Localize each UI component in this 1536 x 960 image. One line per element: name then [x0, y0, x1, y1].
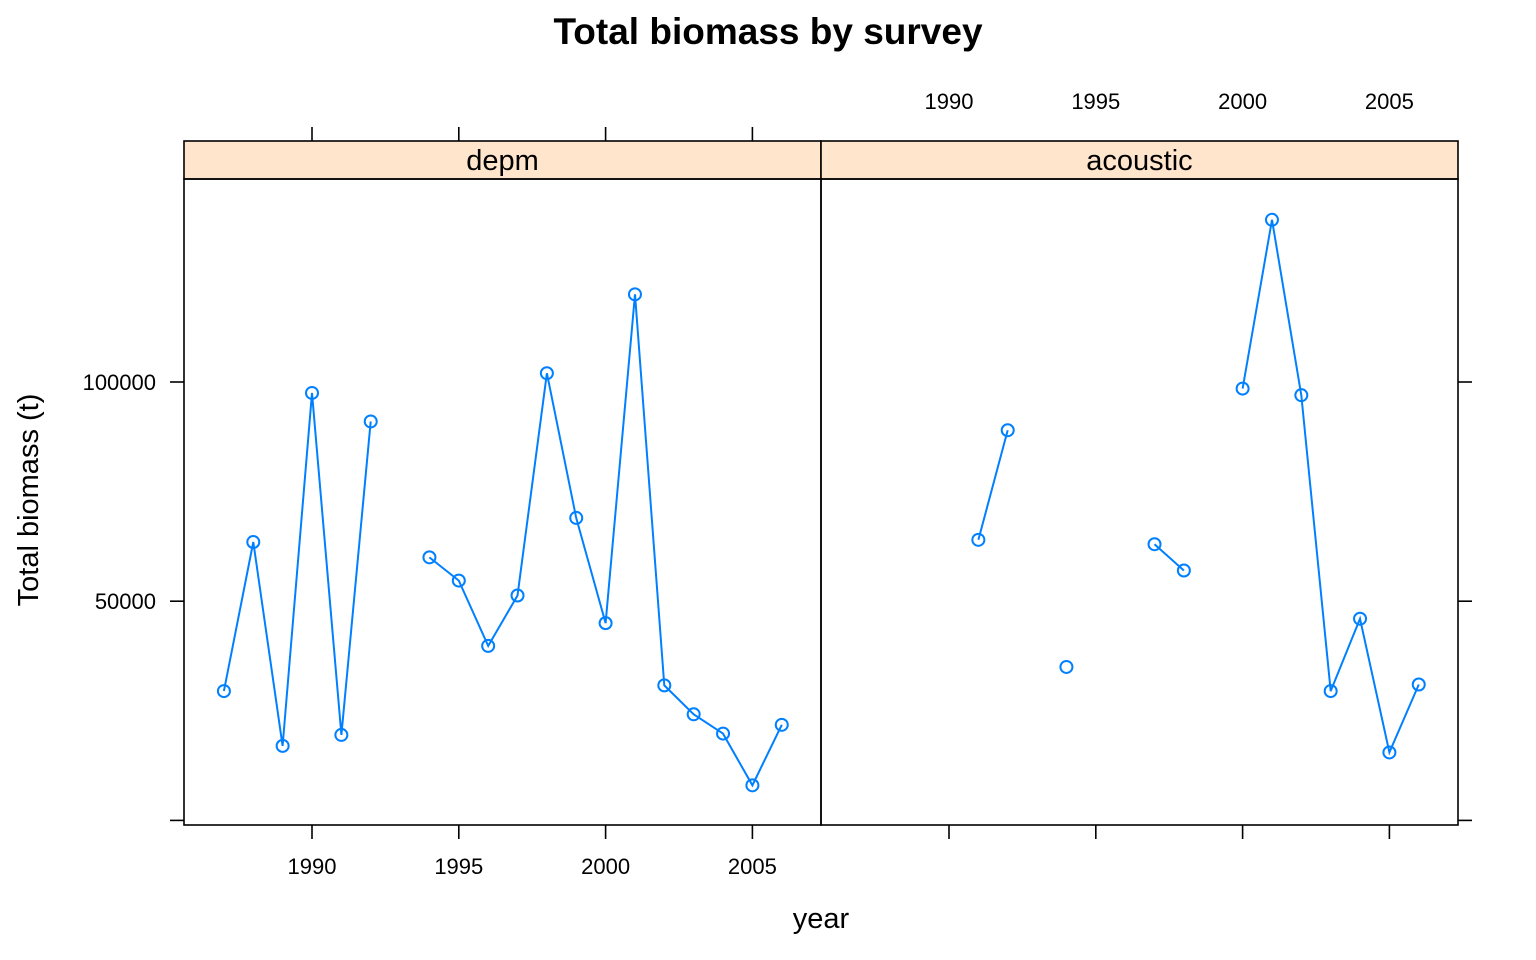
series-line-acoustic — [977, 429, 1009, 541]
x-tick-label: 2005 — [728, 854, 777, 879]
strip-label-depm: depm — [466, 145, 539, 177]
data-point — [1147, 537, 1162, 552]
plot-layer: depm 1990 1995 2000 2005 acoustic 1990 1995 2000… — [83, 89, 1472, 879]
series-line-depm — [222, 392, 372, 747]
data-point — [1264, 212, 1279, 227]
panel-frame-acoustic — [820, 178, 1459, 826]
data-point — [1059, 659, 1074, 674]
data-point — [774, 717, 789, 732]
strip-label-acoustic: acoustic — [1086, 145, 1192, 177]
data-point — [657, 678, 672, 693]
x-tick-label-top: 1990 — [925, 89, 974, 114]
x-axis-label: year — [793, 903, 850, 935]
data-point — [1235, 381, 1250, 396]
data-point — [334, 727, 349, 742]
data-point — [246, 535, 261, 550]
data-point — [971, 532, 986, 547]
y-tick-label: 100000 — [83, 370, 156, 395]
data-point — [363, 414, 378, 429]
x-tick-label: 2000 — [581, 854, 630, 879]
data-point — [598, 616, 613, 631]
data-point — [627, 287, 642, 302]
data-point — [716, 726, 731, 741]
panel-acoustic: acoustic 1990 1995 2000 2005 — [820, 89, 1459, 839]
strip-acoustic — [820, 140, 1459, 180]
strip-depm — [183, 140, 822, 180]
x-tick-label-top: 1995 — [1071, 89, 1120, 114]
data-point — [1323, 684, 1338, 699]
y-axis: 50000 100000 — [83, 370, 1472, 822]
series-line-depm — [428, 294, 783, 788]
data-point — [1353, 611, 1368, 626]
data-point — [569, 510, 584, 525]
data-point — [305, 385, 319, 400]
y-axis-label: Total biomass (t) — [13, 394, 45, 607]
data-point — [1294, 388, 1309, 403]
data-point — [275, 738, 290, 753]
data-point — [216, 684, 231, 699]
data-point — [481, 638, 496, 653]
data-point — [686, 707, 701, 722]
y-tick-label: 50000 — [95, 589, 156, 614]
x-tick-label-top: 2005 — [1365, 89, 1414, 114]
data-point — [745, 778, 760, 793]
series-line-acoustic — [1241, 219, 1420, 756]
data-point — [1411, 677, 1426, 692]
x-tick-label: 1995 — [434, 854, 483, 879]
chart-title: Total biomass by survey — [553, 11, 982, 52]
x-tick-label: 1990 — [288, 854, 337, 879]
panel-depm: depm 1990 1995 2000 2005 — [183, 127, 822, 879]
data-point — [1176, 563, 1191, 578]
data-point — [1000, 423, 1015, 438]
x-tick-label-top: 2000 — [1218, 89, 1267, 114]
data-point — [422, 550, 437, 565]
data-point — [1382, 745, 1397, 760]
data-point — [539, 366, 554, 381]
data-point — [510, 588, 525, 603]
data-point — [451, 573, 466, 588]
